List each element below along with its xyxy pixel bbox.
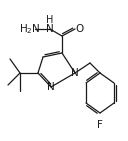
Text: F: F — [97, 120, 103, 130]
Text: N: N — [71, 68, 79, 78]
Text: H: H — [46, 15, 54, 25]
Text: $\mathsf{H_2N}$: $\mathsf{H_2N}$ — [19, 22, 41, 36]
Text: N: N — [47, 82, 55, 92]
Text: O: O — [76, 24, 84, 34]
Text: N: N — [46, 24, 54, 34]
